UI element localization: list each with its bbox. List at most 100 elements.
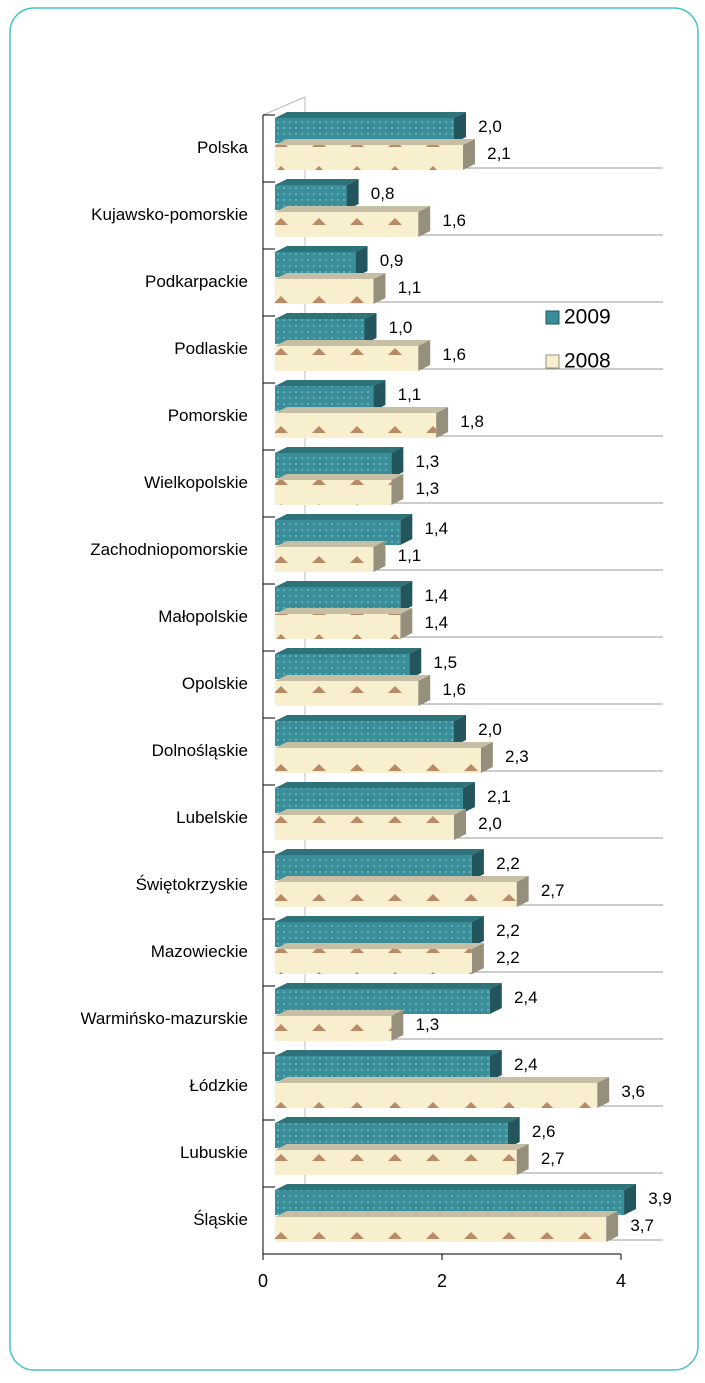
bar-side <box>624 1184 637 1215</box>
label-bg <box>496 746 537 769</box>
category-label: Warmińsko-mazurskie <box>80 1009 248 1028</box>
bar-side <box>516 876 529 907</box>
label-bg <box>416 518 457 541</box>
data-label: 2,1 <box>487 144 511 163</box>
category-label: Śląskie <box>193 1210 248 1229</box>
category-label: Dolnośląskie <box>152 741 248 760</box>
data-label: 2,0 <box>478 814 502 833</box>
category-label: Wielkopolskie <box>144 473 248 492</box>
bar-side <box>418 340 431 371</box>
bar-side <box>516 1144 529 1175</box>
data-label: 1,3 <box>416 1015 440 1034</box>
category-label: Lubelskie <box>176 808 248 827</box>
bar-side <box>462 139 475 170</box>
data-label: 2,2 <box>496 854 520 873</box>
category-label: Pomorskie <box>168 406 248 425</box>
x-tick-label: 4 <box>616 1271 626 1291</box>
bar-side <box>606 1211 619 1242</box>
category-label: Opolskie <box>182 674 248 693</box>
bar-pattern <box>275 922 472 947</box>
bar-top <box>275 675 431 681</box>
bar-pattern <box>275 1056 490 1081</box>
label-bg <box>505 1054 546 1077</box>
bar-pattern <box>275 989 490 1014</box>
category-label: Podkarpackie <box>145 272 248 291</box>
label-bg <box>434 210 475 233</box>
bar-side <box>489 1050 502 1081</box>
bar-side <box>409 648 422 679</box>
bar-pattern <box>275 118 454 143</box>
label-bg <box>362 183 403 206</box>
category-label: Kujawsko-pomorskie <box>91 205 248 224</box>
label-bg <box>425 652 466 675</box>
label-bg <box>416 585 457 608</box>
data-label: 1,6 <box>442 211 466 230</box>
bar-top <box>275 782 475 788</box>
bar-top <box>275 1144 529 1150</box>
label-bg <box>407 1014 448 1037</box>
bar-top <box>275 112 466 118</box>
bar-side <box>454 809 466 840</box>
bar-pattern <box>275 145 463 170</box>
data-label: 1,4 <box>424 519 448 538</box>
label-bg <box>640 1188 681 1211</box>
bar-top <box>275 876 529 882</box>
data-label: 0,9 <box>380 251 404 270</box>
bar-pattern <box>275 681 419 706</box>
bar-pattern <box>275 319 365 344</box>
bar-pattern <box>275 413 437 438</box>
label-bg <box>478 786 519 809</box>
bar-side <box>355 246 368 277</box>
bar-pattern <box>275 1150 517 1175</box>
data-label: 2,0 <box>478 720 502 739</box>
data-label: 1,8 <box>460 412 484 431</box>
bar-top <box>275 474 404 480</box>
bar-side <box>471 916 484 947</box>
label-bg <box>452 411 493 434</box>
data-label: 2,6 <box>532 1122 556 1141</box>
data-label: 2,0 <box>478 117 502 136</box>
category-label: Lubuskie <box>180 1143 248 1162</box>
label-bg <box>478 143 519 166</box>
x-tick-label: 0 <box>258 1271 268 1291</box>
bar-pattern <box>275 386 374 411</box>
bar-side <box>400 581 413 612</box>
bar-pattern <box>275 212 419 237</box>
label-bg <box>389 277 430 300</box>
bar-top <box>275 983 502 989</box>
bar-top <box>275 715 466 721</box>
category-label: Łódzkie <box>189 1076 248 1095</box>
bar-side <box>507 1117 520 1148</box>
label-bg <box>505 987 546 1010</box>
bar-pattern <box>275 882 517 907</box>
label-bg <box>523 1121 564 1144</box>
bar-top <box>275 809 466 815</box>
data-label: 2,4 <box>514 988 538 1007</box>
bar-side <box>391 447 404 478</box>
bar-side <box>471 943 484 974</box>
bar-top <box>275 1010 404 1016</box>
bar-pattern <box>275 788 463 813</box>
label-bg <box>407 451 448 474</box>
legend-label: 2008 <box>564 350 611 373</box>
label-bg <box>470 116 510 139</box>
bar-pattern <box>275 721 454 746</box>
legend-label: 2009 <box>564 306 611 329</box>
bar-pattern <box>275 279 374 304</box>
data-label: 1,1 <box>398 385 422 404</box>
data-label: 2,1 <box>487 787 511 806</box>
data-label: 1,4 <box>424 586 448 605</box>
bar-pattern <box>275 346 419 371</box>
data-label: 1,6 <box>442 680 466 699</box>
label-bg <box>407 478 448 501</box>
label-bg <box>532 1148 573 1171</box>
bar-pattern <box>275 949 472 974</box>
category-label: Małopolskie <box>158 607 248 626</box>
bar-side <box>418 675 431 706</box>
bar-pattern <box>275 587 401 612</box>
data-label: 2,2 <box>496 948 520 967</box>
bar-side <box>418 206 431 237</box>
category-label: Zachodniopomorskie <box>90 540 248 559</box>
bar-top <box>275 340 431 346</box>
